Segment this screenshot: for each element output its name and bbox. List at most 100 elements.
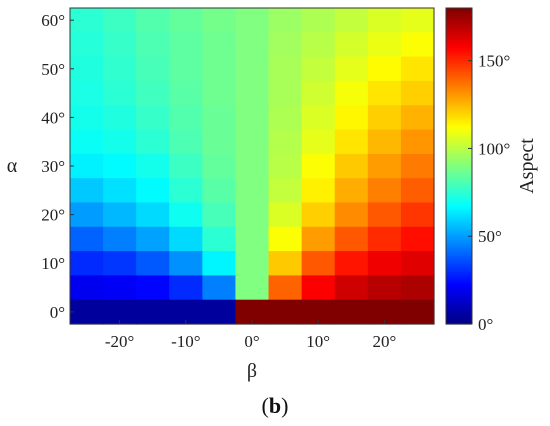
heatmap-cell xyxy=(202,8,237,33)
colorbar-strip xyxy=(446,171,472,175)
caption-close: ) xyxy=(281,393,289,418)
heatmap-cell xyxy=(268,105,303,131)
y-axis-label: α xyxy=(7,155,18,177)
heatmap-cell xyxy=(169,56,203,82)
colorbar-strip xyxy=(446,258,472,262)
heatmap-cell xyxy=(202,56,237,82)
heatmap-cell xyxy=(367,129,402,155)
colorbar-strip xyxy=(446,292,472,296)
heatmap-cell xyxy=(268,8,303,33)
colorbar-strip xyxy=(446,271,472,275)
heatmap-cell xyxy=(169,153,203,179)
heatmap-cell xyxy=(70,226,104,252)
heatmap-cell xyxy=(367,32,402,58)
colorbar-strip xyxy=(446,284,472,288)
colorbar-strip xyxy=(446,266,472,270)
colorbar-strip xyxy=(446,115,472,120)
colorbar-strip xyxy=(446,210,472,214)
colorbar-strip xyxy=(446,197,472,201)
colorbar-strip xyxy=(446,239,472,243)
caption-open: ( xyxy=(261,393,269,418)
colorbar-strip xyxy=(446,218,472,222)
colorbar-strip xyxy=(446,155,472,159)
colorbar-label: Aspect xyxy=(516,138,538,194)
heatmap-cell xyxy=(268,129,303,155)
heatmap-cell xyxy=(301,56,336,82)
colorbar-strip xyxy=(446,18,472,22)
colorbar-strip xyxy=(446,216,472,220)
colorbar-strip xyxy=(446,205,472,209)
colorbar-tick-label: 0° xyxy=(478,315,493,334)
heatmap-cell xyxy=(235,275,270,301)
heatmap-cell xyxy=(136,105,170,131)
colorbar-strip xyxy=(446,13,472,17)
heatmap-cell xyxy=(235,80,270,106)
heatmap-cell xyxy=(235,202,270,228)
heatmap-cell xyxy=(400,56,435,82)
colorbar-strip xyxy=(446,289,472,293)
heatmap-cell xyxy=(301,226,336,252)
colorbar-strip xyxy=(446,150,472,154)
caption-letter: b xyxy=(268,393,282,418)
colorbar-strip xyxy=(446,36,472,41)
colorbar-strip xyxy=(446,39,472,43)
colorbar-tick-label: 50° xyxy=(478,227,502,246)
y-tick-label: 60° xyxy=(41,11,65,30)
heatmap-cell xyxy=(367,178,402,204)
heatmap-cell xyxy=(103,32,137,58)
colorbar-strip xyxy=(446,110,472,114)
heatmap-cell xyxy=(169,202,203,228)
colorbar-strip xyxy=(446,252,472,257)
colorbar-strip xyxy=(446,63,472,67)
colorbar-strip xyxy=(446,44,472,49)
x-tick-label: -10° xyxy=(171,332,200,351)
colorbar-strip xyxy=(446,287,472,291)
heatmap-cell xyxy=(367,251,402,276)
heatmap-cell xyxy=(334,251,369,276)
colorbar-strip xyxy=(446,308,472,312)
heatmap-cell xyxy=(400,275,435,301)
heatmap-cell xyxy=(103,275,137,301)
colorbar-strip xyxy=(446,245,472,249)
colorbar-strip xyxy=(446,158,472,162)
heatmap-cell xyxy=(235,8,270,33)
heatmap-cell xyxy=(136,202,170,228)
heatmap-cell xyxy=(400,226,435,252)
colorbar-strip xyxy=(446,152,472,157)
heatmap-cell xyxy=(136,153,170,179)
heatmap-cell xyxy=(70,178,104,204)
heatmap-cell xyxy=(169,226,203,252)
heatmap-cell xyxy=(202,80,237,106)
colorbar-tick-label: 150° xyxy=(478,52,510,71)
colorbar-ticks: 0° 50° 100° 150° xyxy=(468,52,510,334)
colorbar-strip xyxy=(446,23,472,28)
heatmap-cell xyxy=(70,275,104,301)
heatmap-cell xyxy=(301,105,336,131)
heatmap-cell xyxy=(70,202,104,228)
heatmap-cell xyxy=(268,275,303,301)
heatmap-cell xyxy=(301,80,336,106)
heatmap-cell xyxy=(70,80,104,106)
colorbar-strip xyxy=(446,144,472,149)
heatmap-cell xyxy=(202,178,237,204)
colorbar-strip xyxy=(446,58,472,62)
heatmap-cell xyxy=(235,226,270,252)
heatmap-cell xyxy=(136,275,170,301)
colorbar-strip xyxy=(446,166,472,170)
heatmap-cell xyxy=(334,56,369,82)
colorbar-strip xyxy=(446,237,472,241)
colorbar-strip xyxy=(446,76,472,80)
colorbar-strip xyxy=(446,160,472,164)
colorbar-strip xyxy=(446,34,472,38)
colorbar-strip xyxy=(446,194,472,199)
heatmap-cell xyxy=(400,299,435,325)
y-tick-label: 30° xyxy=(41,157,65,176)
heatmap-cell xyxy=(334,275,369,301)
heatmap-cell xyxy=(334,226,369,252)
colorbar-strip xyxy=(446,79,472,83)
heatmap-cell xyxy=(301,275,336,301)
colorbar-strip xyxy=(446,139,472,143)
colorbar-strip xyxy=(446,71,472,75)
heatmap-cell xyxy=(367,8,402,33)
heatmap-cell xyxy=(136,299,170,325)
